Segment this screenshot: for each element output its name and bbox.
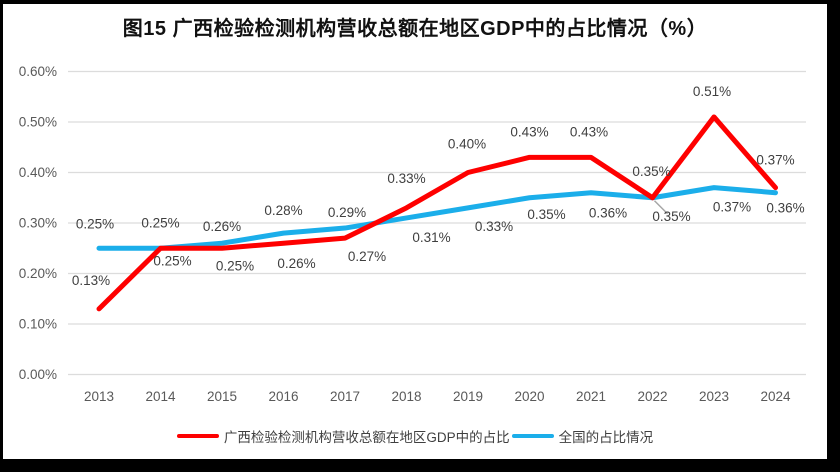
y-tick-label: 0.10% xyxy=(19,317,57,332)
legend-item-national: 全国的占比情况 xyxy=(511,426,654,446)
x-tick-label: 2022 xyxy=(637,389,667,404)
data-label-guangxi-2016: 0.26% xyxy=(277,256,315,271)
chart-canvas: 图15 广西检验检测机构营收总额在地区GDP中的占比情况（%） 0.60% 0.5… xyxy=(3,4,827,459)
data-label-national-2015: 0.26% xyxy=(203,219,241,234)
x-tick-label: 2020 xyxy=(514,389,544,404)
data-label-national-2023: 0.37% xyxy=(713,200,751,215)
x-tick-label: 2014 xyxy=(145,389,176,404)
data-label-national-2019: 0.33% xyxy=(475,219,513,234)
chart-legend: 广西检验检测机构营收总额在地区GDP中的占比 全国的占比情况 xyxy=(3,424,827,448)
y-tick-label: 0.30% xyxy=(19,216,57,231)
data-label-national-2014: 0.25% xyxy=(141,215,179,230)
x-tick-label: 2023 xyxy=(699,389,729,404)
data-label-national-2020: 0.35% xyxy=(527,207,565,222)
data-label-guangxi-2023: 0.51% xyxy=(693,84,731,99)
data-label-guangxi-2017: 0.27% xyxy=(348,249,386,264)
legend-label-guangxi: 广西检验检测机构营收总额在地区GDP中的占比 xyxy=(223,430,510,445)
x-tick-label: 2016 xyxy=(268,389,298,404)
chart-title: 图15 广西检验检测机构营收总额在地区GDP中的占比情况（%） xyxy=(122,18,708,40)
legend-swatch-guangxi-red-line xyxy=(176,433,219,439)
data-label-guangxi-2013: 0.13% xyxy=(72,273,110,288)
data-label-national-2013: 0.25% xyxy=(76,216,114,231)
series-line-national xyxy=(96,185,778,251)
x-tick-label: 2019 xyxy=(453,389,483,404)
data-label-guangxi-2022: 0.35% xyxy=(632,164,670,179)
label-leader-line xyxy=(653,200,669,215)
data-label-national-2022: 0.35% xyxy=(652,209,690,224)
y-tick-label: 0.20% xyxy=(19,266,57,281)
legend-label-national: 全国的占比情况 xyxy=(558,430,654,445)
y-tick-label: 0.60% xyxy=(19,64,57,79)
data-label-guangxi-2024: 0.37% xyxy=(756,153,794,168)
line-chart-plot-area: 0.60% 0.50% 0.40% 0.30% 0.20% 0.10% 0.00% 2013 2… xyxy=(19,64,806,404)
x-tick-label: 2021 xyxy=(576,389,606,404)
x-tick-label: 2013 xyxy=(84,389,114,404)
x-tick-label: 2015 xyxy=(207,389,237,404)
y-tick-label: 0.50% xyxy=(19,115,57,130)
x-tick-label: 2017 xyxy=(330,389,360,404)
data-label-national-2021: 0.36% xyxy=(589,206,627,221)
legend-item-guangxi: 广西检验检测机构营收总额在地区GDP中的占比 xyxy=(176,426,510,446)
data-label-guangxi-2015: 0.25% xyxy=(216,258,254,273)
data-label-national-2018: 0.31% xyxy=(412,230,450,245)
data-label-guangxi-2019: 0.40% xyxy=(448,137,486,152)
data-label-guangxi-2020: 0.43% xyxy=(510,124,548,139)
y-tick-label: 0.40% xyxy=(19,165,57,180)
data-label-national-2017: 0.29% xyxy=(328,205,366,220)
x-tick-label: 2018 xyxy=(391,389,421,404)
data-label-guangxi-2018: 0.33% xyxy=(387,171,425,186)
y-tick-label: 0.00% xyxy=(19,367,57,382)
x-tick-label: 2024 xyxy=(760,389,791,404)
data-label-national-2016: 0.28% xyxy=(264,203,302,218)
legend-swatch-national-blue-line xyxy=(511,433,554,439)
data-label-guangxi-2014: 0.25% xyxy=(153,253,191,268)
data-label-guangxi-2021: 0.43% xyxy=(570,124,608,139)
data-label-national-2024: 0.36% xyxy=(766,201,804,216)
series-line-guangxi xyxy=(96,114,778,312)
